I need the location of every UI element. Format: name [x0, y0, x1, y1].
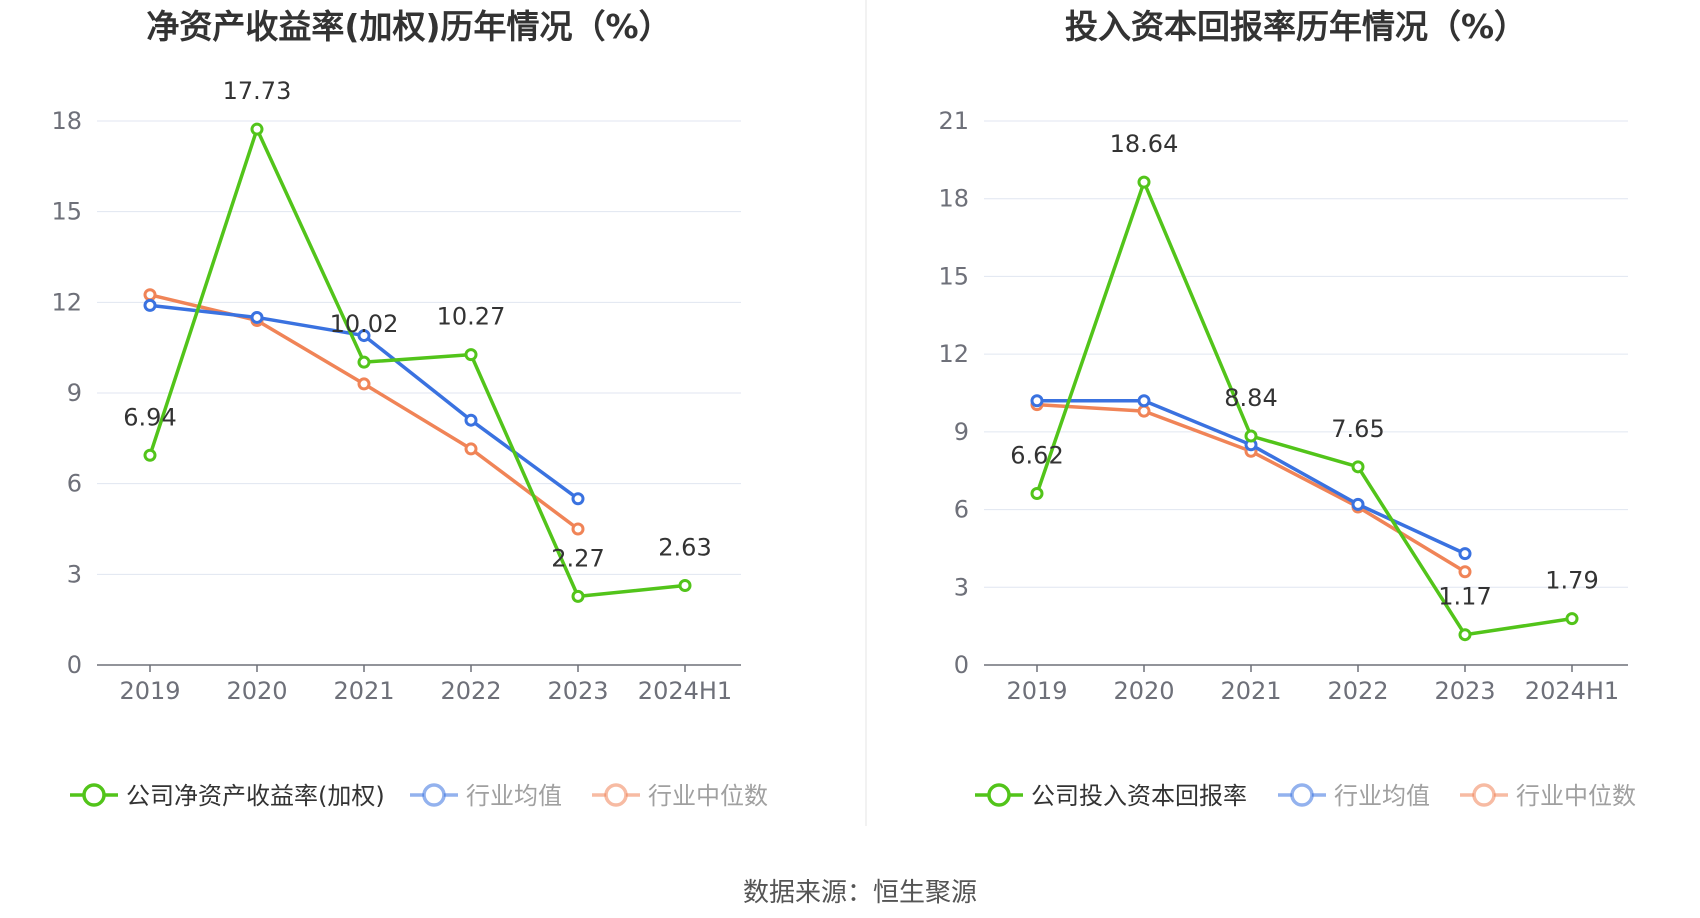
legend-swatch-marker — [604, 783, 628, 807]
data-point — [357, 329, 371, 343]
y-tick-label: 15 — [938, 262, 969, 290]
data-point — [571, 492, 585, 506]
x-tick-label: 2020 — [1113, 677, 1174, 705]
data-point — [1137, 404, 1151, 418]
data-label: 6.62 — [1010, 442, 1063, 470]
y-tick-label: 9 — [67, 379, 82, 407]
x-tick-label: 2022 — [1327, 677, 1388, 705]
data-point — [1351, 460, 1365, 474]
data-label: 8.84 — [1224, 384, 1277, 412]
y-tick-label: 3 — [67, 560, 82, 588]
data-point — [357, 355, 371, 369]
y-tick-label: 0 — [67, 651, 82, 679]
data-point — [250, 122, 264, 136]
x-tick-label: 2021 — [1220, 677, 1281, 705]
data-point — [1137, 175, 1151, 189]
chart-title: 净资产收益率(加权)历年情况（%） — [146, 7, 671, 46]
x-tick-label: 2022 — [440, 677, 501, 705]
x-tick-label: 2023 — [547, 677, 608, 705]
legend-swatch-marker — [987, 783, 1011, 807]
x-tick-label: 2024H1 — [1525, 677, 1619, 705]
data-label: 7.65 — [1331, 415, 1384, 443]
data-point — [1458, 547, 1472, 561]
y-tick-label: 9 — [954, 418, 969, 446]
x-tick-label: 2021 — [333, 677, 394, 705]
data-point — [143, 448, 157, 462]
y-tick-label: 0 — [954, 651, 969, 679]
data-point — [143, 288, 157, 302]
y-tick-label: 21 — [938, 107, 969, 135]
data-label: 1.79 — [1545, 567, 1598, 595]
data-point — [464, 413, 478, 427]
x-tick-label: 2024H1 — [638, 677, 732, 705]
data-point — [571, 589, 585, 603]
source-text: 数据来源：恒生聚源 — [743, 878, 977, 908]
data-point — [1458, 628, 1472, 642]
y-tick-label: 12 — [938, 340, 969, 368]
chart-title: 投入资本回报率历年情况（%） — [1065, 7, 1527, 46]
data-point — [571, 522, 585, 536]
x-tick-label: 2023 — [1434, 677, 1495, 705]
data-point — [250, 310, 264, 324]
data-point — [678, 579, 692, 593]
y-tick-label: 12 — [51, 288, 82, 316]
data-point — [1030, 394, 1044, 408]
data-point — [464, 442, 478, 456]
data-point — [1565, 612, 1579, 626]
y-tick-label: 15 — [51, 198, 82, 226]
data-label: 18.64 — [1110, 130, 1179, 158]
x-tick-label: 2020 — [226, 677, 287, 705]
legend-label: 行业均值 — [1334, 782, 1430, 810]
data-point — [357, 377, 371, 391]
legend-label: 行业中位数 — [648, 782, 768, 810]
series-line — [1037, 399, 1466, 556]
series-line — [148, 127, 686, 599]
data-point — [143, 298, 157, 312]
x-tick-label: 2019 — [119, 677, 180, 705]
series-line — [1035, 180, 1573, 637]
data-point — [1030, 487, 1044, 501]
y-tick-label: 18 — [51, 107, 82, 135]
legend-label: 公司投入资本回报率 — [1031, 782, 1247, 810]
data-point — [1244, 429, 1258, 443]
y-tick-label: 18 — [938, 185, 969, 213]
data-label: 10.02 — [330, 310, 399, 338]
legend-label: 行业中位数 — [1516, 782, 1636, 810]
legend-swatch-marker — [82, 783, 106, 807]
data-point — [464, 348, 478, 362]
y-tick-label: 3 — [954, 573, 969, 601]
legend-swatch-marker — [1472, 783, 1496, 807]
data-label: 1.17 — [1438, 583, 1491, 611]
data-label: 17.73 — [223, 77, 292, 105]
data-label: 2.27 — [551, 544, 604, 572]
data-point — [1458, 565, 1472, 579]
data-label: 6.94 — [123, 403, 176, 431]
legend-swatch-marker — [1290, 783, 1314, 807]
y-tick-label: 6 — [67, 470, 82, 498]
y-tick-label: 6 — [954, 496, 969, 524]
data-label: 10.27 — [437, 303, 506, 331]
legend-label: 行业均值 — [466, 782, 562, 810]
legend-swatch-marker — [422, 783, 446, 807]
legend-label: 公司净资产收益率(加权) — [126, 782, 385, 810]
data-point — [1351, 497, 1365, 511]
data-label: 2.63 — [658, 534, 711, 562]
data-point — [1137, 394, 1151, 408]
x-tick-label: 2019 — [1006, 677, 1067, 705]
